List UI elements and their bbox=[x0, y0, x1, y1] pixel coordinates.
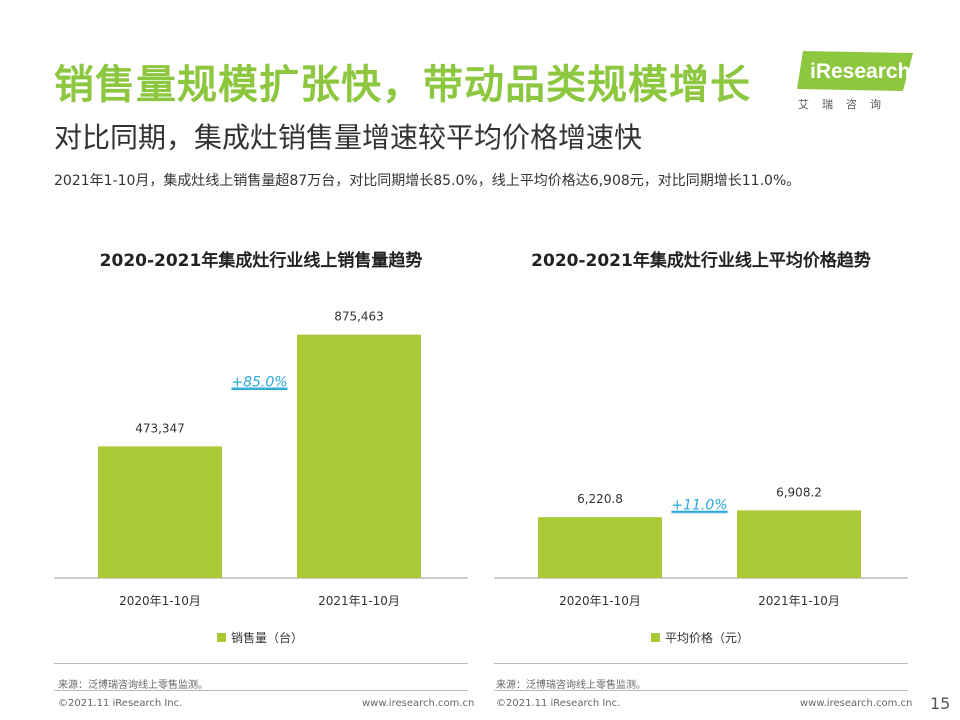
left-value-label-2: 875,463 bbox=[334, 310, 384, 324]
page-title: 销售量规模扩张快，带动品类规模增长 bbox=[54, 62, 751, 108]
right-value-label-1: 6,220.8 bbox=[577, 492, 623, 506]
right-value-label-2: 6,908.2 bbox=[776, 485, 822, 499]
right-bar-1 bbox=[538, 517, 662, 578]
avg-price-chart: 6,220.8 2020年1-10月 6,908.2 2021年1-10月 +11.0%… bbox=[494, 485, 908, 645]
left-source-note: 来源：泛博瑞咨询线上零售监测。 bbox=[58, 680, 208, 691]
left-value-label-1: 473,347 bbox=[135, 421, 185, 435]
left-legend-swatch bbox=[217, 633, 226, 642]
page-subtitle: 对比同期，集成灶销售量增速较平均价格增速快 bbox=[54, 121, 643, 154]
left-category-label-2: 2021年1-10月 bbox=[318, 594, 400, 608]
left-growth-label: +85.0% bbox=[231, 375, 287, 391]
left-category-label-1: 2020年1-10月 bbox=[119, 594, 201, 608]
right-copyright: ©2021.11 iResearch Inc. bbox=[496, 698, 621, 709]
left-footer-divider-2 bbox=[54, 690, 468, 691]
left-bar-2 bbox=[297, 334, 421, 578]
logo-cn-text: 艾瑞咨询 bbox=[798, 98, 894, 111]
left-website: www.iresearch.com.cn bbox=[362, 698, 475, 709]
right-footer-divider bbox=[494, 663, 908, 664]
right-website: www.iresearch.com.cn bbox=[800, 698, 913, 709]
right-chart-title: 2020-2021年集成灶行业线上平均价格趋势 bbox=[531, 251, 871, 271]
sales-volume-chart: 473,347 2020年1-10月 875,463 2021年1-10月 +85.0%… bbox=[54, 310, 468, 645]
right-growth-label: +11.0% bbox=[671, 498, 727, 514]
left-bar-1 bbox=[98, 446, 222, 578]
right-category-label-2: 2021年1-10月 bbox=[758, 594, 840, 608]
left-legend-label: 销售量（台） bbox=[231, 630, 303, 645]
right-footer-divider-2 bbox=[494, 690, 908, 691]
right-legend-label: 平均价格（元） bbox=[665, 630, 749, 645]
iresearch-logo bbox=[797, 51, 913, 91]
left-copyright: ©2021.11 iResearch Inc. bbox=[58, 698, 183, 709]
left-chart-title: 2020-2021年集成灶行业线上销售量趋势 bbox=[99, 251, 423, 271]
left-footer-divider bbox=[54, 663, 468, 664]
right-bar-2 bbox=[737, 510, 861, 578]
right-category-label-1: 2020年1-10月 bbox=[559, 594, 641, 608]
summary-text: 2021年1-10月，集成灶线上销售量超87万台，对比同期增长85.0%，线上平… bbox=[54, 173, 801, 189]
right-source-note: 来源：泛博瑞咨询线上零售监测。 bbox=[496, 680, 646, 691]
right-legend-swatch bbox=[651, 633, 660, 642]
logo-text: iResearch bbox=[810, 60, 911, 83]
page-number: 15 bbox=[930, 694, 951, 713]
